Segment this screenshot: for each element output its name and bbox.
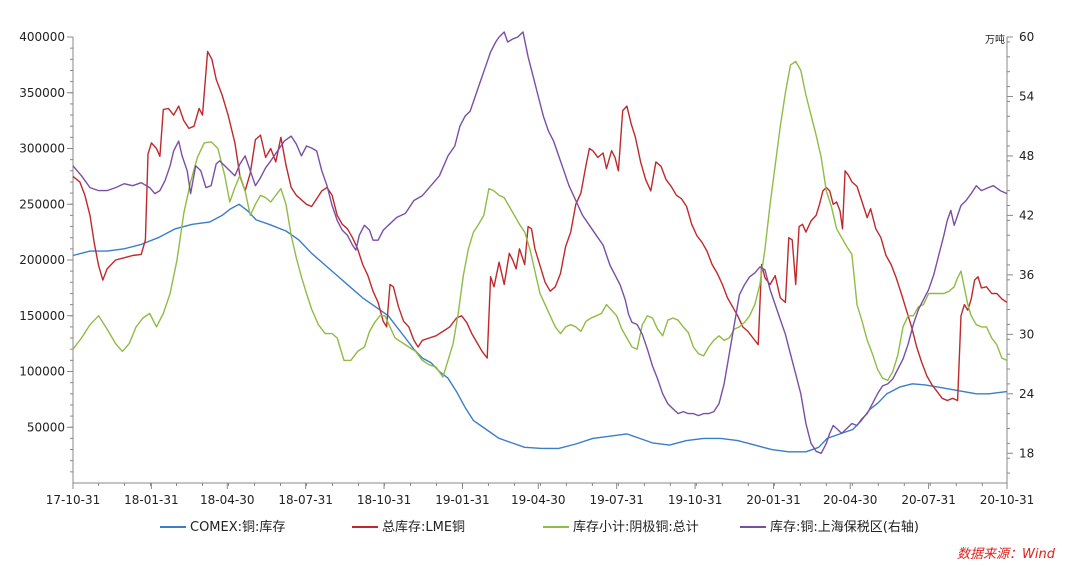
x-tick-label: 18-04-30 <box>200 493 254 507</box>
right-y-tick-label: 36 <box>1019 268 1034 282</box>
x-tick-label: 20-07-31 <box>901 493 955 507</box>
x-tick-label: 20-01-31 <box>746 493 800 507</box>
left-y-tick-label: 300000 <box>19 142 65 156</box>
x-tick-label: 19-07-31 <box>589 493 643 507</box>
right-y-tick-label: 18 <box>1019 446 1034 460</box>
left-y-tick-label: 250000 <box>19 197 65 211</box>
left-y-tick-label: 50000 <box>27 420 65 434</box>
right-y-tick-label: 30 <box>1019 327 1034 341</box>
legend-label-1: COMEX:铜:库存 <box>190 519 285 535</box>
left-y-tick-label: 100000 <box>19 365 65 379</box>
right-y-tick-label: 54 <box>1019 89 1034 103</box>
right-y-tick-label: 48 <box>1019 149 1034 163</box>
legend-label-2: 总库存:LME铜 <box>382 519 465 535</box>
x-tick-label: 19-01-31 <box>435 493 489 507</box>
right-axis-unit-label: 万吨 <box>985 33 1005 46</box>
x-tick-label: 19-10-31 <box>668 493 722 507</box>
left-y-tick-label: 400000 <box>19 30 65 44</box>
legend-label-4: 库存:铜:上海保税区(右轴) <box>770 519 919 535</box>
series-line-3 <box>72 60 1008 382</box>
data-source-label: 数据来源：Wind <box>957 547 1056 562</box>
left-y-tick-label: 350000 <box>19 86 65 100</box>
legend-label-3: 库存小计:阴极铜:总计 <box>573 519 699 535</box>
right-y-tick-label: 24 <box>1019 387 1034 401</box>
axes: 50000 100000 150000 200000 250000 300000 35000… <box>19 30 1034 507</box>
left-y-tick-label: 200000 <box>19 253 65 267</box>
x-tick-label: 18-10-31 <box>357 493 411 507</box>
x-tick-label: 19-04-30 <box>511 493 565 507</box>
series-line-4 <box>72 31 1008 454</box>
right-y-tick-label: 42 <box>1019 208 1034 222</box>
x-tick-label: 18-01-31 <box>124 493 178 507</box>
right-y-tick-label: 60 <box>1019 30 1034 44</box>
x-tick-label: 17-10-31 <box>46 493 100 507</box>
x-tick-label: 20-04-30 <box>823 493 877 507</box>
x-tick-label: 20-10-31 <box>980 493 1034 507</box>
left-y-tick-label: 150000 <box>19 309 65 323</box>
x-tick-label: 18-07-31 <box>278 493 332 507</box>
legend: COMEX:铜:库存 总库存:LME铜 库存小计:阴极铜:总计 库存:铜:上海保税区(… <box>160 519 919 535</box>
series-layer <box>72 31 1008 454</box>
